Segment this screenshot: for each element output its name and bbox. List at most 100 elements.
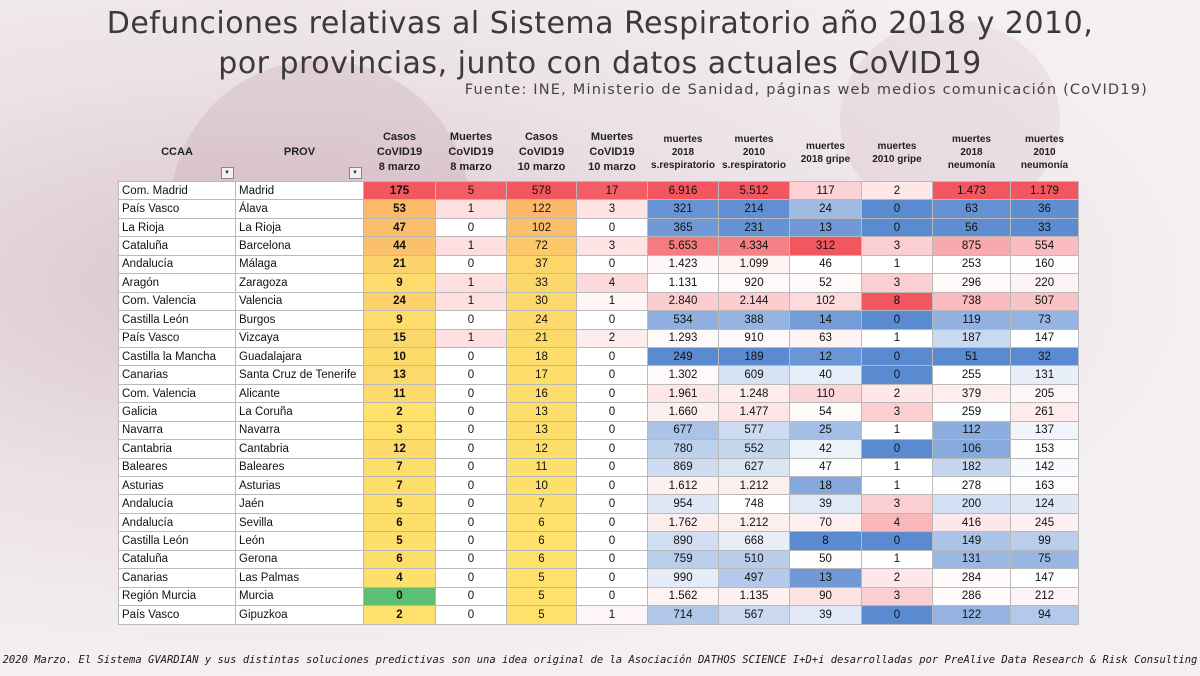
- cell-resp2010: 497: [718, 568, 790, 588]
- cell-resp2010: 510: [718, 549, 790, 570]
- cell-ccaa: Galicia: [118, 402, 236, 422]
- cell-gripe2018: 312: [789, 236, 862, 256]
- cell-prov: Cantabria: [235, 439, 364, 459]
- cell-neum2018: 286: [932, 586, 1011, 607]
- cell-neum2018: 738: [932, 291, 1011, 312]
- cell-gripe2018: 39: [789, 605, 862, 625]
- cell-muertes8: 0: [435, 254, 507, 275]
- table-row: Cantabria Cantabria 12 0 12 0 780 552 42 0 106 153: [118, 439, 1079, 459]
- cell-resp2018: 1.762: [647, 512, 719, 533]
- cell-neum2010: 75: [1010, 549, 1079, 570]
- column-header-label: 2010: [1033, 147, 1056, 158]
- cell-neum2018: 253: [932, 254, 1011, 275]
- cell-resp2010: 910: [718, 328, 790, 348]
- cell-casos8: 15: [363, 328, 436, 348]
- cell-muertes8: 1: [435, 199, 507, 219]
- cell-casos8: 44: [363, 236, 436, 256]
- column-header-label: 10 marzo: [588, 161, 636, 173]
- cell-resp2018: 1.423: [647, 254, 719, 275]
- cell-casos10: 13: [506, 420, 577, 441]
- cell-neum2018: 259: [932, 402, 1011, 422]
- cell-gripe2010: 2: [861, 568, 933, 588]
- cell-ccaa: País Vasco: [118, 605, 236, 625]
- cell-prov: Baleares: [235, 457, 364, 478]
- cell-neum2018: 119: [932, 310, 1011, 330]
- cell-neum2010: 160: [1010, 254, 1079, 275]
- cell-resp2010: 567: [718, 605, 790, 625]
- cell-muertes10: 0: [576, 457, 648, 478]
- cell-muertes10: 0: [576, 402, 648, 422]
- cell-gripe2010: 0: [861, 439, 933, 459]
- cell-ccaa: Andalucía: [118, 254, 236, 275]
- cell-casos8: 11: [363, 383, 436, 404]
- column-header-label: CoVID19: [518, 146, 565, 158]
- cell-gripe2018: 13: [789, 217, 862, 238]
- cell-gripe2010: 0: [861, 199, 933, 219]
- cell-casos10: 13: [506, 402, 577, 422]
- cell-gripe2010: 0: [861, 365, 933, 385]
- cell-muertes8: 0: [435, 586, 507, 607]
- cell-gripe2018: 70: [789, 512, 862, 533]
- cell-muertes8: 1: [435, 273, 507, 293]
- cell-ccaa: Com. Valencia: [118, 383, 236, 404]
- cell-neum2010: 142: [1010, 457, 1079, 478]
- filter-dropdown-icon[interactable]: ▼: [220, 167, 234, 179]
- cell-gripe2010: 1: [861, 254, 933, 275]
- cell-prov: Madrid: [235, 180, 364, 201]
- cell-prov: La Rioja: [235, 217, 364, 238]
- cell-muertes10: 4: [576, 273, 648, 293]
- cell-muertes8: 0: [435, 531, 507, 551]
- cell-muertes8: 1: [435, 236, 507, 256]
- cell-neum2010: 36: [1010, 199, 1079, 219]
- column-header-label: neumonía: [1020, 160, 1069, 171]
- cell-gripe2010: 3: [861, 494, 933, 514]
- table-row: Andalucía Málaga 21 0 37 0 1.423 1.099 46 1 253 160: [118, 254, 1079, 275]
- table-row: La Rioja La Rioja 47 0 102 0 365 231 13 0 56 33: [118, 217, 1079, 238]
- cell-muertes10: 17: [576, 180, 648, 201]
- cell-gripe2018: 90: [789, 586, 862, 607]
- cell-muertes10: 0: [576, 549, 648, 570]
- cell-gripe2018: 110: [789, 383, 862, 404]
- cell-muertes8: 0: [435, 346, 507, 367]
- cell-muertes10: 0: [576, 586, 648, 607]
- table-body: Com. Madrid Madrid 175 5 578 17 6.916 5.512 117 2…: [118, 180, 1079, 625]
- cell-muertes10: 0: [576, 568, 648, 588]
- cell-muertes10: 0: [576, 365, 648, 385]
- cell-casos10: 6: [506, 531, 577, 551]
- cell-gripe2010: 0: [861, 531, 933, 551]
- table-row: Canarias Santa Cruz de Tenerife 13 0 17 0 1.30…: [118, 365, 1079, 385]
- cell-muertes8: 0: [435, 365, 507, 385]
- cell-ccaa: Asturias: [118, 475, 236, 496]
- cell-casos8: 4: [363, 568, 436, 588]
- cell-neum2018: 200: [932, 494, 1011, 514]
- cell-muertes10: 0: [576, 254, 648, 275]
- table-row: País Vasco Gipuzkoa 2 0 5 1 714 567 39 0 122 94: [118, 605, 1079, 625]
- page-title: Defunciones relativas al Sistema Respira…: [0, 4, 1200, 84]
- cell-neum2010: 163: [1010, 475, 1079, 496]
- cell-neum2018: 296: [932, 273, 1011, 293]
- cell-muertes10: 2: [576, 328, 648, 348]
- column-header-label: s.respiratorio: [722, 160, 786, 171]
- cell-casos8: 13: [363, 365, 436, 385]
- cell-casos8: 5: [363, 531, 436, 551]
- table-row: Baleares Baleares 7 0 11 0 869 627 47 1 182 142: [118, 457, 1079, 478]
- cell-prov: Las Palmas: [235, 568, 364, 588]
- cell-gripe2018: 50: [789, 549, 862, 570]
- filter-dropdown-icon[interactable]: ▼: [348, 167, 362, 179]
- cell-casos8: 2: [363, 402, 436, 422]
- cell-neum2010: 261: [1010, 402, 1079, 422]
- cell-gripe2018: 39: [789, 494, 862, 514]
- column-header-ccaa: CCAA ▼: [119, 124, 236, 182]
- cell-casos8: 3: [363, 420, 436, 441]
- cell-muertes10: 3: [576, 199, 648, 219]
- cell-gripe2010: 3: [861, 402, 933, 422]
- cell-neum2018: 112: [932, 420, 1011, 441]
- cell-gripe2018: 52: [789, 273, 862, 293]
- cell-resp2010: 5.512: [718, 180, 790, 201]
- cell-muertes10: 0: [576, 346, 648, 367]
- cell-muertes8: 0: [435, 475, 507, 496]
- table-row: Castilla León León 5 0 6 0 890 668 8 0 149 99: [118, 531, 1079, 551]
- cell-neum2010: 554: [1010, 236, 1079, 256]
- cell-casos10: 37: [506, 254, 577, 275]
- cell-neum2018: 131: [932, 549, 1011, 570]
